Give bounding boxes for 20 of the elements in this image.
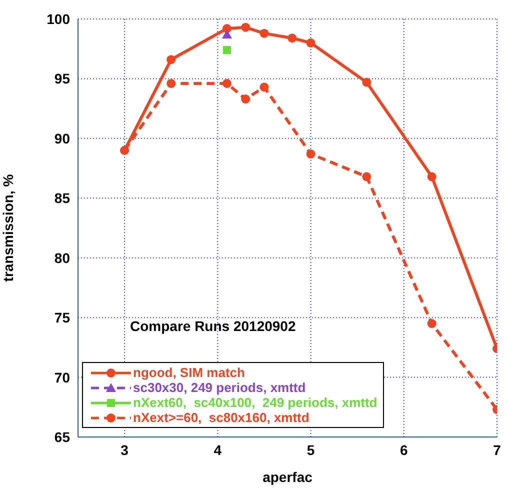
legend-label: sc30x30, 249 periods, xmttd: [133, 380, 306, 395]
y-tick-label: 100: [46, 10, 70, 27]
x-tick-label: 5: [306, 442, 315, 458]
y-tick-label: 95: [54, 70, 70, 87]
y-tick-label: 65: [54, 428, 70, 445]
x-tick-label: 4: [214, 442, 222, 458]
y-tick-label: 70: [54, 369, 70, 386]
legend-label: nXext60, sc40x100, 249 periods, xmttd: [133, 395, 378, 410]
legend-label: ngood, SIM match: [133, 365, 245, 380]
x-tick-label: 7: [493, 442, 502, 458]
y-tick-label: 80: [54, 250, 70, 266]
y-axis-title: transmission, %: [0, 174, 16, 282]
x-tick-label: 6: [400, 442, 408, 458]
annotation: Compare Runs 20120902: [130, 318, 296, 334]
y-tick-label: 75: [54, 310, 70, 326]
legend-label: nXext>=60, sc80x160, xmttd: [133, 410, 310, 425]
y-tick-label: 90: [54, 130, 70, 146]
y-tick-label: 85: [54, 190, 70, 206]
x-axis-title: aperfac: [262, 469, 313, 485]
x-tick-label: 3: [120, 442, 129, 458]
